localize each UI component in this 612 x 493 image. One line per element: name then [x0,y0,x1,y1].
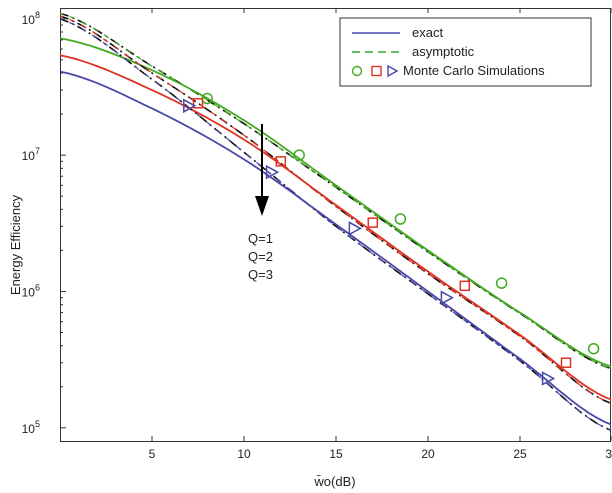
x-axis-label-text: w̄o(dB) [313,474,355,489]
simulated-point [265,164,280,180]
annotation-q3: Q=3 [248,267,273,282]
annotation-q1: Q=1 [248,231,273,246]
simulated-point [367,217,379,228]
y-tick-label: 108 [22,10,40,27]
simulated-point [275,156,287,167]
x-tick-label: 15 [329,447,343,461]
simulated-point [587,342,600,355]
x-tick-label: 25 [513,447,527,461]
simulated-point [495,277,508,289]
legend-circle-marker [351,65,363,77]
legend: exact asymptotic Monte Carlo Simulations [339,17,592,87]
simulated-point [440,290,454,305]
simulated-point [560,357,572,368]
legend-square-marker [371,65,382,77]
q-annotation: Q=1 Q=2 Q=3 [248,124,273,282]
markers [183,92,600,386]
x-tick-label: 20 [421,447,435,461]
simulated-point [293,149,305,161]
simulated-point [348,221,362,236]
x-axis-label: w̄o(dB) [313,474,355,489]
exact-curve-2 [60,54,611,401]
exact-curve-1 [60,37,611,368]
y-tick-label: 105 [22,419,40,436]
legend-triangle-marker [387,64,399,78]
annotation-arrow-head [255,196,269,216]
simulated-point [183,98,197,114]
simulated-point [541,371,556,386]
simulated-point [394,213,407,225]
curves [60,12,611,432]
exact-curve-3 [60,70,611,426]
annotation-q2: Q=2 [248,249,273,264]
y-tick-label: 106 [22,282,40,299]
x-tick-label: 10 [237,447,251,461]
asymptotic-curve-1 [60,12,611,370]
legend-asymptotic-label: asymptotic [412,44,475,59]
simulated-point [459,280,471,292]
legend-monte-carlo-label: Monte Carlo Simulations [403,63,545,78]
legend-exact-label: exact [412,25,443,40]
asymptotic-curve-3 [60,18,611,432]
y-tick-label: 107 [22,146,40,163]
x-tick-label: 5 [149,447,156,461]
x-tick-label: 30 [605,447,612,461]
simulated-point [192,98,204,109]
asymptotic-curve-2 [60,15,611,405]
y-axis-label: Energy Efficiency [8,194,23,295]
